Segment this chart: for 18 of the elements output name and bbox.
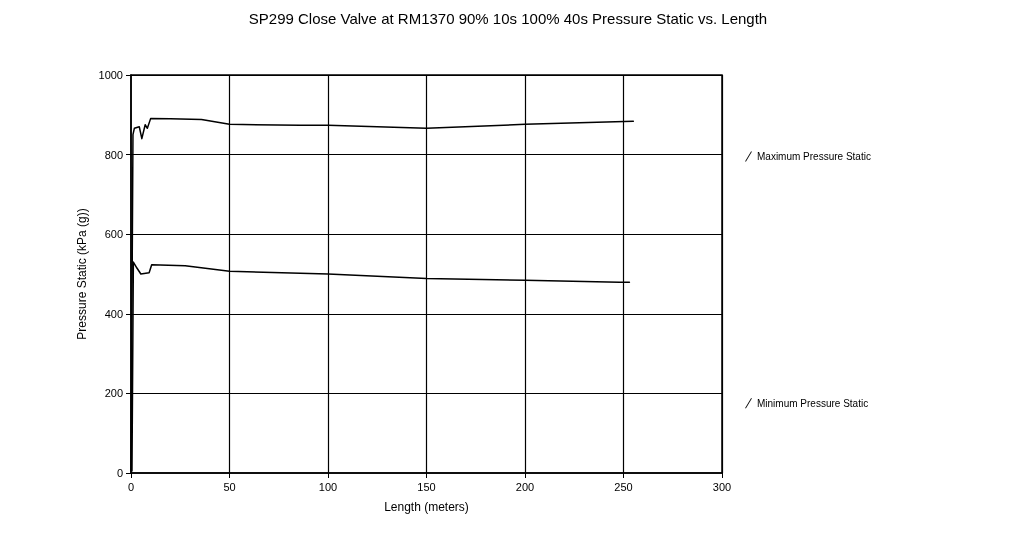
x-axis-title: Length (meters): [384, 500, 469, 514]
x-tick-label: 150: [417, 480, 436, 493]
y-tick-label: 1000: [98, 69, 123, 81]
chart-title: SP299 Close Valve at RM1370 90% 10s 100% 40s Pressure Static vs. Length: [248, 10, 768, 27]
x-tick-label: 0: [127, 480, 135, 493]
y-axis-title: Pressure Static (kPa (g)): [74, 208, 89, 340]
y-tick-label: 200: [104, 387, 123, 400]
x-tick-label: 250: [614, 480, 633, 493]
x-tick-label: 100: [318, 480, 338, 493]
y-tick-label: 400: [104, 307, 123, 320]
x-tick-label: 50: [223, 480, 236, 493]
y-tick-label: 600: [104, 228, 123, 241]
legend-label: Minimum Pressure Static: [757, 397, 869, 409]
x-tick-label: 300: [712, 480, 732, 493]
x-tick-label: 200: [515, 480, 535, 493]
y-tick-label: 0: [116, 467, 123, 479]
y-tick-label: 800: [104, 148, 123, 161]
legend-label: Maximum Pressure Static: [757, 151, 871, 163]
